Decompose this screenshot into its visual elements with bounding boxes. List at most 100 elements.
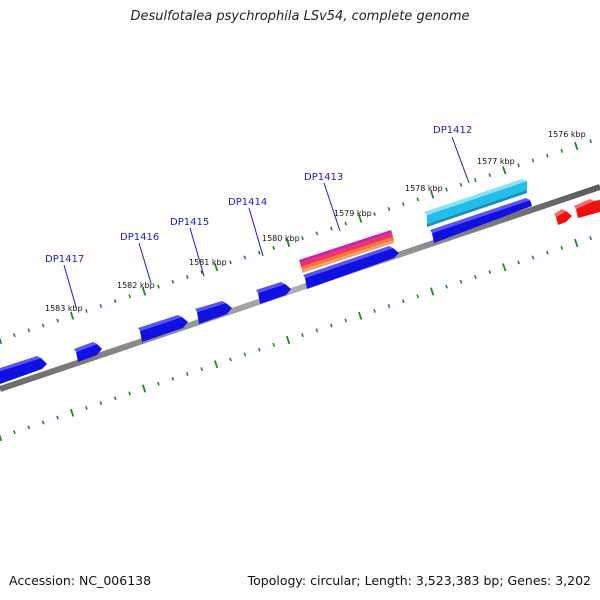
tick-mark (488, 270, 492, 275)
tick-mark (185, 274, 189, 279)
tick-mark (416, 197, 420, 202)
kbp-label-1578: 1578 kbp (405, 184, 443, 193)
rna-feature-2[interactable] (574, 199, 600, 218)
kbp-label-1577: 1577 kbp (477, 157, 515, 166)
kbp-label-1580: 1580 kbp (262, 234, 300, 243)
kbp-label-1581: 1581 kbp (189, 258, 227, 267)
gene-arrow-dp1416[interactable] (138, 315, 188, 342)
tick-mark (213, 360, 219, 369)
tick-mark (13, 430, 16, 435)
tick-mark (257, 347, 261, 352)
gene-label-dp1417[interactable]: DP1417 (45, 254, 84, 265)
tick-mark (171, 279, 175, 284)
tick-mark (200, 367, 204, 372)
tick-mark (330, 323, 333, 328)
tick-mark (330, 226, 333, 231)
tick-mark (200, 270, 204, 275)
tick-mark (301, 333, 304, 338)
tick-mark (315, 231, 319, 236)
tick-mark (546, 153, 549, 158)
rna-feature-1[interactable] (554, 209, 572, 225)
tick-mark (171, 376, 175, 381)
tick-mark (358, 214, 363, 223)
tick-mark (27, 425, 31, 430)
tick-mark (402, 299, 405, 304)
gene-label-dp1416[interactable]: DP1416 (120, 232, 159, 243)
gene-label-dp1414[interactable]: DP1414 (228, 197, 267, 208)
gene-arrow-dp1417[interactable] (74, 342, 102, 362)
tick-mark (113, 299, 117, 304)
tick-mark (445, 187, 448, 192)
highlight-dp1412[interactable] (424, 179, 527, 227)
tick-mark (531, 255, 535, 260)
tick-mark (157, 284, 160, 289)
tick-mark (85, 308, 88, 313)
tick-mark (141, 287, 147, 296)
gene-arrow-dp1415[interactable] (195, 301, 232, 324)
tick-mark (27, 328, 31, 333)
accession-text: Accession: NC_006138 (9, 573, 152, 588)
tick-mark (285, 335, 291, 345)
tick-mark (344, 318, 348, 323)
leader-lines (63, 136, 470, 308)
tick-mark (373, 308, 376, 313)
tick-mark (373, 211, 376, 216)
tick-mark (358, 311, 363, 320)
tick-mark (13, 333, 16, 338)
genome-backbone (0, 184, 600, 392)
tick-mark (56, 415, 59, 420)
gene-arrow-dp1413[interactable] (303, 246, 399, 289)
gene-arrow-dp1412[interactable] (430, 198, 532, 243)
tick-mark (430, 190, 435, 199)
tick-mark (474, 177, 477, 182)
tick-mark (213, 263, 219, 272)
highlight-dp1413[interactable] (299, 230, 394, 273)
tick-mark (0, 434, 3, 442)
lower-tick-track (0, 236, 592, 442)
tick-mark (85, 405, 88, 410)
tick-mark (285, 238, 291, 248)
tick-mark (272, 245, 276, 250)
tick-mark (574, 141, 579, 151)
tick-mark (502, 263, 507, 272)
tick-mark (560, 148, 564, 153)
tick-mark (128, 391, 131, 396)
tick-mark (229, 357, 232, 362)
tick-mark (574, 238, 579, 248)
tick-mark (416, 294, 420, 299)
tick-mark (474, 274, 477, 279)
tick-mark (445, 284, 448, 289)
genome-title: Desulfotalea psychrophila LSv54, complet… (130, 9, 470, 24)
tick-mark (41, 323, 45, 328)
kbp-label-1582: 1582 kbp (117, 281, 155, 290)
gene-arrow-dp1414[interactable] (256, 282, 291, 304)
tick-mark (502, 166, 507, 175)
gene-label-dp1415[interactable]: DP1415 (170, 217, 209, 228)
gene-arrow-partial-left[interactable] (0, 356, 47, 384)
tick-mark (387, 304, 391, 309)
gene-label-dp1412[interactable]: DP1412 (433, 125, 472, 136)
gene-labels: DP1412 DP1413 DP1414 DP1415 DP1416 DP141… (45, 125, 472, 265)
tick-mark (459, 182, 463, 187)
kbp-labels: 1576 kbp 1577 kbp 1578 kbp 1579 kbp 1580… (45, 130, 586, 313)
tick-mark (113, 396, 117, 401)
tick-mark (257, 250, 261, 255)
kbp-label-1579: 1579 kbp (334, 209, 372, 218)
tick-mark (517, 163, 520, 168)
tick-mark (430, 287, 435, 296)
tick-mark (229, 260, 232, 265)
tick-mark (69, 311, 75, 320)
tick-mark (589, 236, 592, 241)
tick-mark (272, 342, 276, 347)
tick-mark (560, 245, 564, 250)
tick-mark (185, 371, 189, 376)
tick-mark (517, 260, 520, 265)
genome-stats-text: Topology: circular; Length: 3,523,383 bp… (247, 573, 591, 588)
kbp-label-1576: 1576 kbp (548, 130, 586, 139)
tick-mark (128, 294, 131, 299)
gene-label-dp1413[interactable]: DP1413 (304, 172, 343, 183)
tick-mark (41, 420, 45, 425)
tick-mark (387, 207, 391, 212)
tick-mark (402, 202, 405, 207)
